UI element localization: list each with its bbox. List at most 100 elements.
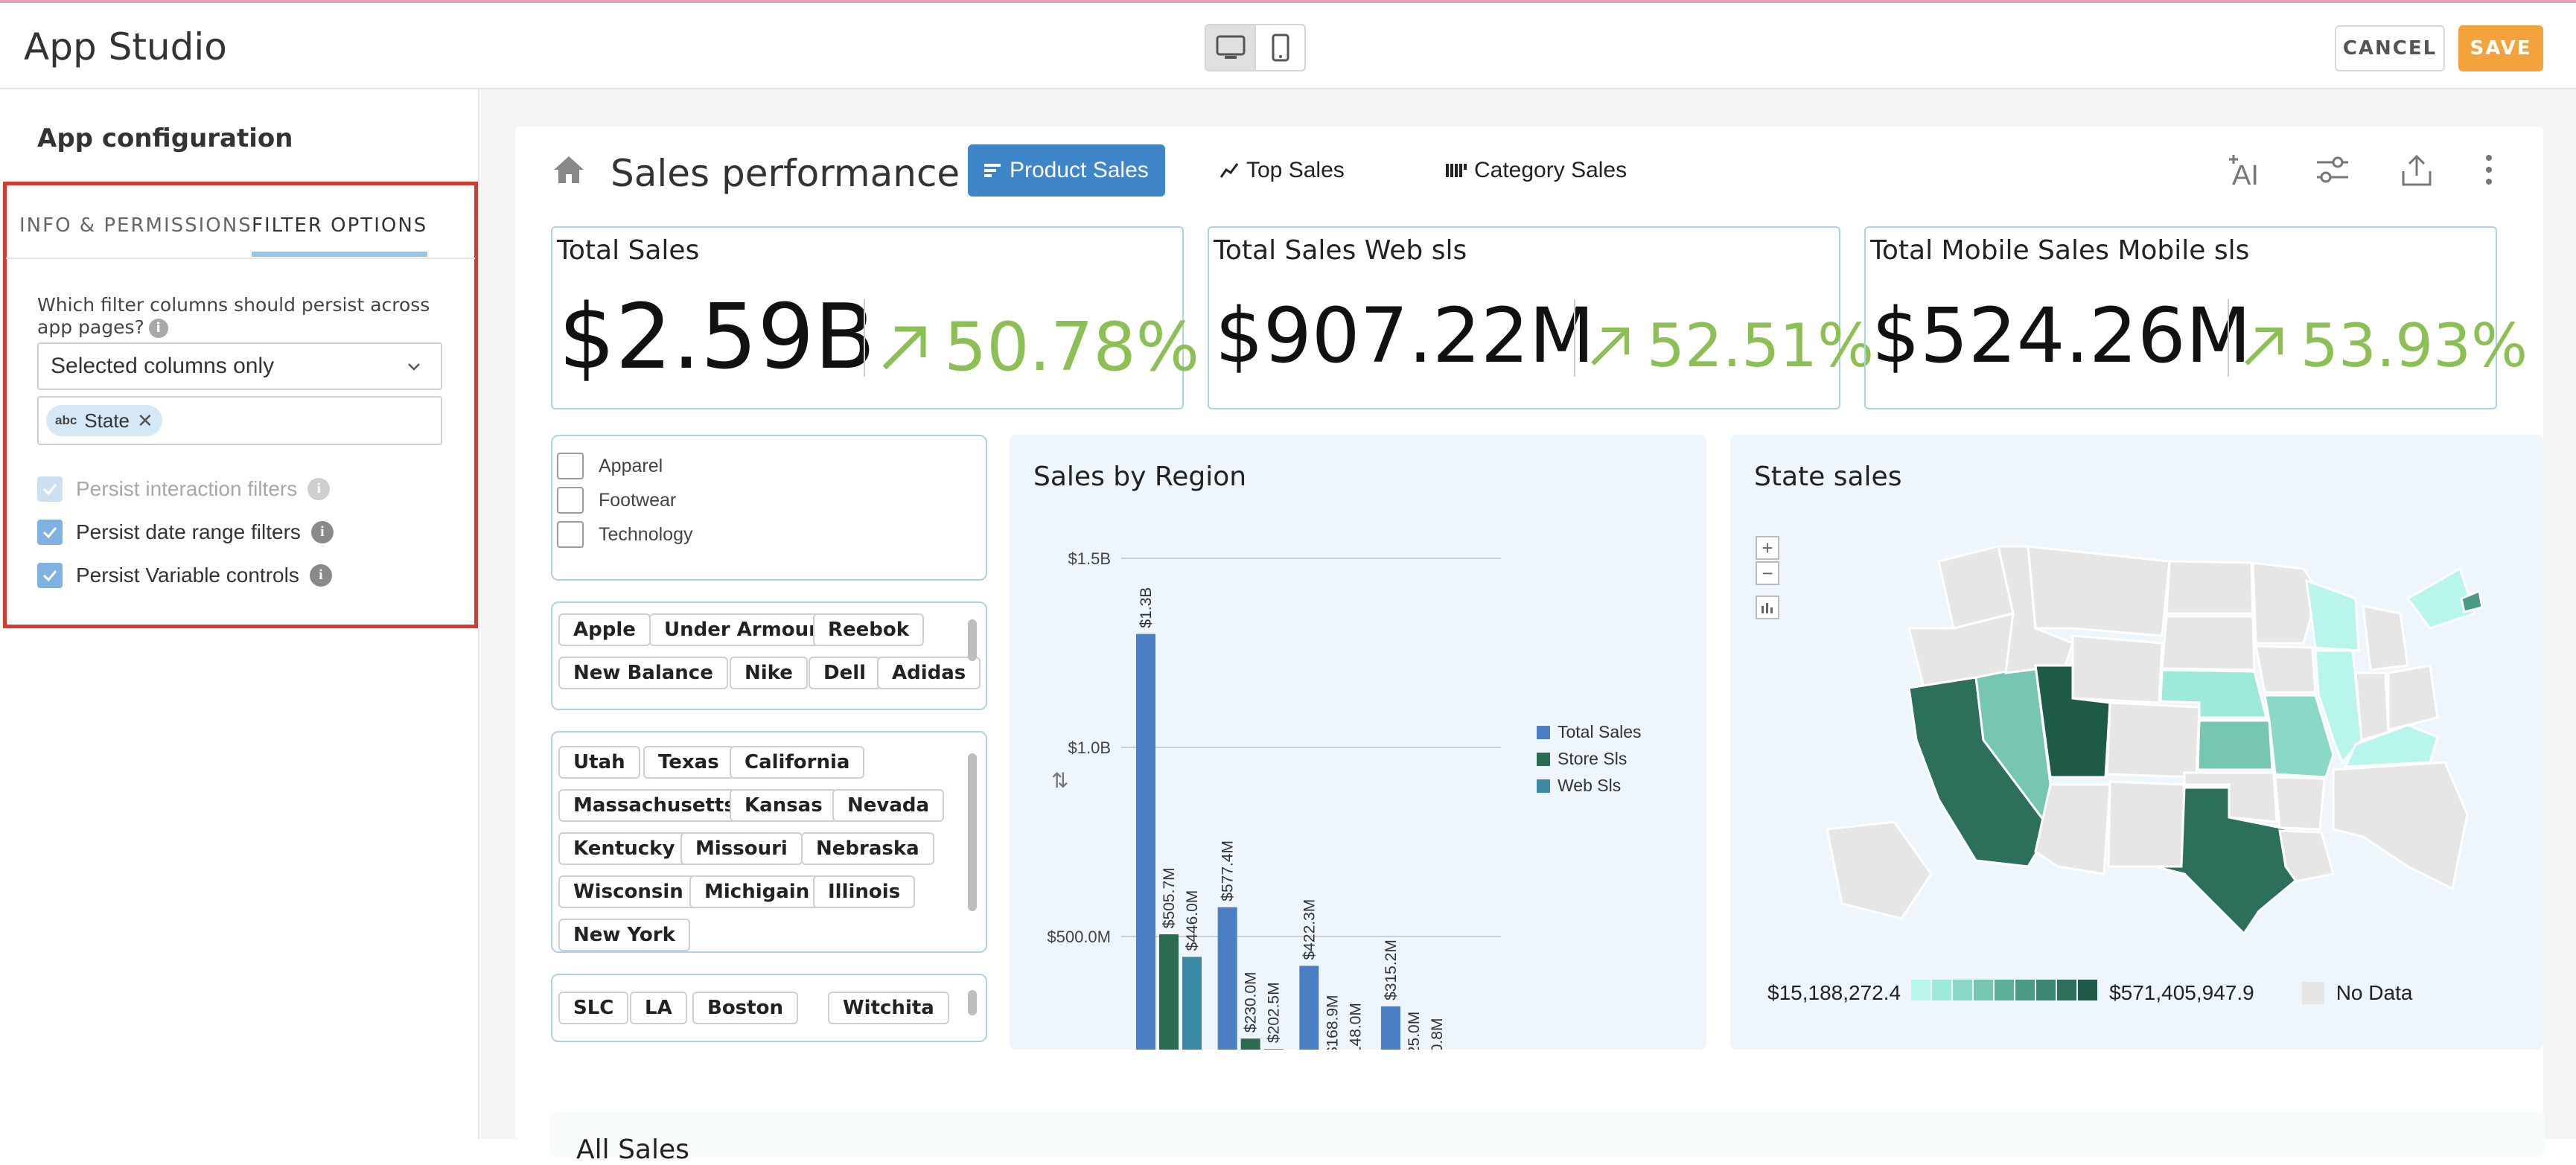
brand-pill[interactable]: Apple: [558, 613, 651, 646]
mobile-view-button[interactable]: [1254, 25, 1304, 70]
legend-item[interactable]: Web Sls: [1537, 776, 1621, 796]
color-ramp: [1911, 980, 2099, 1006]
column-tag-label: State: [84, 409, 130, 432]
category-label: Technology: [599, 523, 693, 545]
sliders-icon[interactable]: [2315, 153, 2350, 186]
kpi-total-mobile-sales[interactable]: Total Mobile Sales Mobile sls $524.26M 5…: [1864, 226, 2528, 409]
kpi-total-sales-web[interactable]: Total Sales Web sls $907.22M 52.51%: [1208, 226, 1874, 409]
column-tag: abc State ✕: [46, 405, 162, 436]
state-pill[interactable]: Wisconsin: [558, 875, 698, 908]
bar[interactable]: [1299, 965, 1319, 1050]
brand-pill[interactable]: New Balance: [558, 657, 728, 689]
tab-top-sales[interactable]: Top Sales: [1203, 144, 1361, 197]
tab-info-permissions[interactable]: INFO & PERMISSIONS: [19, 214, 252, 237]
brand-pill[interactable]: Nike: [730, 657, 808, 689]
scrollbar[interactable]: [968, 990, 977, 1015]
tab-filter-options[interactable]: FILTER OPTIONS: [252, 214, 428, 257]
state-pill[interactable]: Massachusetts: [558, 789, 750, 822]
state-montana: [2027, 545, 2171, 637]
zoom-in-icon[interactable]: +: [1756, 536, 1779, 560]
state-pill[interactable]: Nebraska: [801, 832, 934, 865]
checkbox[interactable]: [557, 521, 584, 548]
tab-product-sales[interactable]: Product Sales: [968, 144, 1165, 197]
info-icon[interactable]: i: [309, 564, 332, 587]
checkbox[interactable]: [557, 453, 584, 479]
section-title: All Sales: [576, 1134, 689, 1165]
checkbox-checked[interactable]: [37, 520, 63, 545]
page-title: Sales performance: [610, 152, 960, 195]
bar[interactable]: [1136, 633, 1155, 1050]
legend-label: Store Sls: [1558, 749, 1627, 768]
city-pill[interactable]: LA: [630, 992, 687, 1024]
state-new-york: [2406, 566, 2476, 630]
data-label: $168.9M: [1324, 995, 1341, 1050]
state-pill[interactable]: California: [730, 746, 865, 779]
save-button[interactable]: SAVE: [2458, 25, 2543, 71]
persist-columns-select[interactable]: Selected columns only: [37, 342, 442, 390]
bar[interactable]: [1263, 1049, 1284, 1050]
state-michigan: [2362, 604, 2409, 671]
cancel-button[interactable]: CANCEL: [2335, 25, 2445, 71]
scrollbar[interactable]: [968, 753, 977, 911]
home-icon[interactable]: [552, 155, 585, 185]
kpi-total-sales[interactable]: Total Sales $2.59B 50.78%: [551, 226, 1199, 409]
checkbox-checked[interactable]: [37, 563, 63, 588]
state-pill[interactable]: Utah: [558, 746, 640, 779]
bar[interactable]: [1159, 934, 1179, 1050]
more-icon[interactable]: [2484, 153, 2494, 186]
legend-swatch: [1537, 725, 1550, 739]
kpi-value: $524.26M: [1872, 292, 2251, 380]
bar[interactable]: [1217, 907, 1237, 1050]
category-option[interactable]: Footwear: [557, 487, 676, 514]
desktop-view-button[interactable]: [1206, 25, 1254, 70]
sales-by-region-card: Sales by Region $0.0$500.0M$1.0B$1.5B$1.…: [1010, 435, 1706, 1050]
city-pill[interactable]: Boston: [692, 992, 798, 1024]
category-option[interactable]: Apparel: [557, 453, 663, 479]
state-pill[interactable]: Nevada: [832, 789, 945, 822]
ai-text-icon[interactable]: AI: [2229, 153, 2268, 189]
bar[interactable]: [1182, 957, 1202, 1050]
us-map[interactable]: [1812, 517, 2482, 933]
city-pill[interactable]: SLC: [558, 992, 629, 1024]
info-icon: i: [307, 478, 331, 500]
state-pill[interactable]: Texas: [643, 746, 734, 779]
zoom-out-icon[interactable]: −: [1756, 561, 1779, 585]
brand-pill[interactable]: Under Armour: [649, 613, 833, 646]
checkbox[interactable]: [557, 487, 584, 514]
map-title: State sales: [1754, 462, 1902, 492]
column-tag-input[interactable]: abc State ✕: [37, 396, 442, 445]
legend-item[interactable]: Total Sales: [1537, 722, 1642, 742]
share-icon[interactable]: [2400, 153, 2433, 188]
app-canvas: Sales performance Product Sales Top Sale…: [515, 127, 2545, 1165]
state-kentucky: [2343, 724, 2439, 768]
legend-item[interactable]: Store Sls: [1537, 749, 1627, 769]
data-label: $148.0M: [1347, 1003, 1364, 1050]
persist-variable-controls[interactable]: Persist Variable controls i: [37, 563, 332, 588]
brand-pill[interactable]: Reebok: [813, 613, 925, 646]
persist-date-range-filters[interactable]: Persist date range filters i: [37, 520, 334, 545]
info-icon[interactable]: i: [310, 521, 334, 543]
state-pill[interactable]: New York: [558, 919, 690, 951]
chart-type-icon[interactable]: [1756, 596, 1779, 619]
bar[interactable]: [1240, 1038, 1260, 1050]
city-pill[interactable]: Witchita: [828, 992, 949, 1024]
state-pill[interactable]: Illinois: [813, 875, 916, 908]
brand-pill[interactable]: Dell: [809, 657, 881, 689]
brand-pill[interactable]: Adidas: [877, 657, 981, 689]
info-icon[interactable]: i: [148, 319, 168, 338]
bar[interactable]: [1380, 1006, 1400, 1050]
category-option[interactable]: Technology: [557, 521, 692, 548]
state-pill[interactable]: Missouri: [680, 832, 803, 865]
check-icon: [42, 570, 57, 582]
text-type-icon: abc: [55, 413, 77, 427]
kpi-label: Total Sales: [557, 235, 700, 266]
arrow-up-right-icon: [2245, 327, 2283, 366]
state-pill[interactable]: Kentucky: [558, 832, 690, 865]
tab-category-sales[interactable]: Category Sales: [1429, 144, 1643, 197]
state-kansas: [2196, 719, 2274, 771]
state-pill[interactable]: Kansas: [730, 789, 838, 822]
remove-tag-icon[interactable]: ✕: [137, 409, 153, 432]
sort-icon[interactable]: ⇅: [1051, 769, 1069, 792]
scrollbar[interactable]: [968, 619, 977, 661]
state-pill[interactable]: Michigain: [689, 875, 825, 908]
